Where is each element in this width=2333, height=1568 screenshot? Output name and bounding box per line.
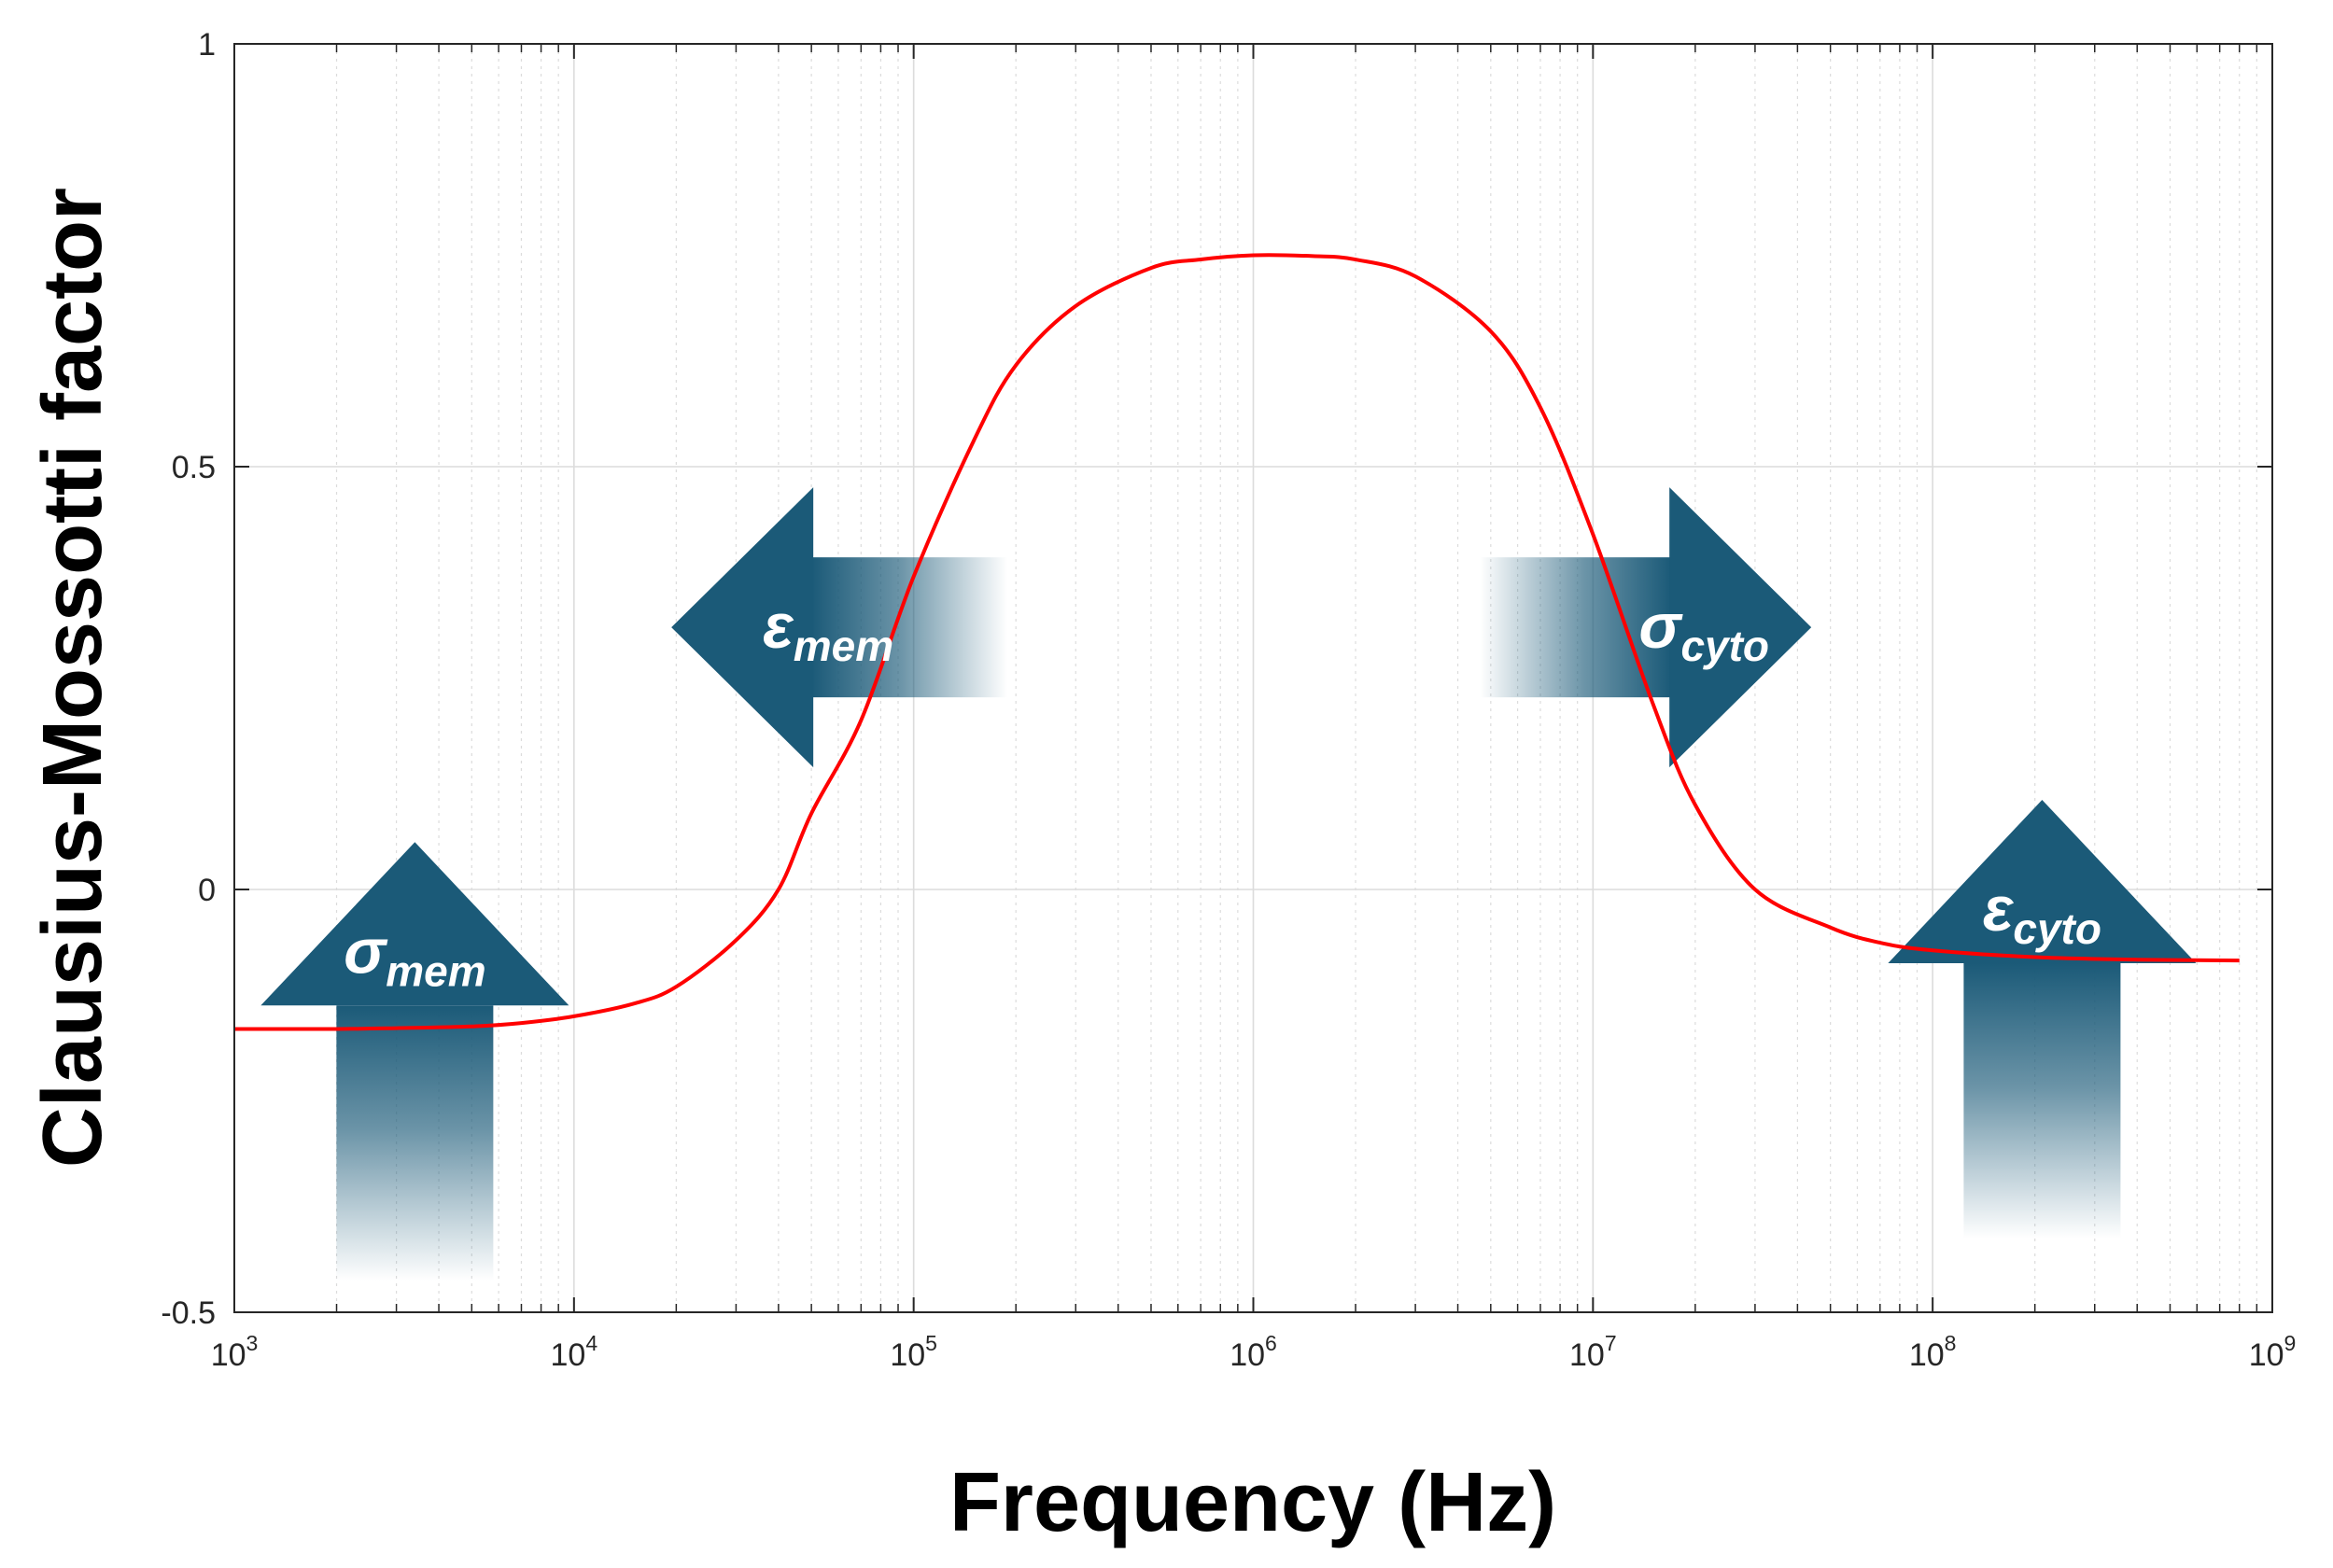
y-tick-label: 1 — [198, 27, 216, 63]
arrow-shaft — [811, 557, 1008, 698]
y-tick-label: -0.5 — [161, 1295, 216, 1331]
x-tick-label: 106 — [1230, 1331, 1277, 1373]
arrow-annotations — [260, 487, 2197, 1281]
arrow-head — [1888, 800, 2197, 963]
x-tick-label: 109 — [2249, 1331, 2297, 1373]
x-tick-label: 108 — [1909, 1331, 1957, 1373]
arrow-label: σmem — [344, 916, 486, 995]
arrow-shaft — [336, 1005, 494, 1281]
axis-ticks: 103 104 105 106 107 108 109 1 0.5 0 -0.5 — [161, 27, 2296, 1373]
arrow-label: σcyto — [1638, 591, 1769, 670]
y-axis-title: Clausius-Mossotti factor — [26, 188, 119, 1168]
x-tick-label: 103 — [211, 1331, 259, 1373]
grid — [233, 43, 2273, 1313]
y-tick-label: 0.5 — [172, 450, 216, 485]
arrow-label: εmem — [763, 591, 893, 670]
annotation-labels: σmem εmem σcyto εcyto — [344, 591, 2101, 995]
series-line — [233, 253, 2240, 1031]
arrow-head — [1669, 487, 1812, 768]
x-tick-label: 107 — [1569, 1331, 1617, 1373]
arrow-shaft — [1963, 963, 2121, 1239]
x-tick-label: 105 — [890, 1331, 937, 1373]
arrow-head — [260, 842, 569, 1006]
arrow-label: εcyto — [1983, 874, 2101, 953]
arrow-head — [671, 487, 814, 768]
x-tick-label: 104 — [551, 1331, 598, 1373]
arrow-shaft — [1480, 557, 1672, 698]
x-axis-title: Frequency (Hz) — [949, 1456, 1556, 1549]
y-tick-label: 0 — [198, 873, 216, 908]
